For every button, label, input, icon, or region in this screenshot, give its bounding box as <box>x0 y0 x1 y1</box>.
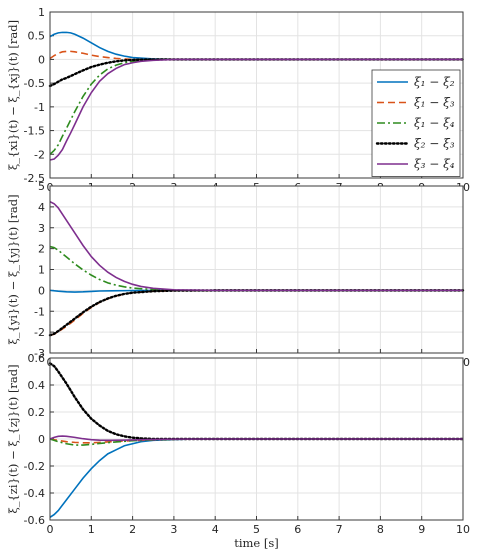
y-axis-label: ξ_{xi}(t) − ξ_{xj}(t) [rad] <box>6 20 20 170</box>
y-tick-label: 0.6 <box>28 352 46 365</box>
x-tick-label: 10 <box>456 523 470 536</box>
y-tick-label: 2 <box>38 243 45 256</box>
y-tick-label: -0.6 <box>24 514 45 527</box>
y-tick-label: 3 <box>38 222 45 235</box>
y-axis-label: ξ_{zi}(t) − ξ_{zj}(t) [rad] <box>6 364 20 513</box>
y-tick-label: 0 <box>38 53 45 66</box>
chart-panel-3: 0 1 2 3 4 5 6 7 8 9 10 0.6 0.4 0.2 0 -0.2 -0.4 -0.6 ξ_{zi}… <box>6 352 470 550</box>
x-tick-label: 8 <box>377 523 384 536</box>
x-tick-label: 6 <box>294 523 301 536</box>
series-line-5 <box>49 58 463 161</box>
y-tick-label: -2.5 <box>24 172 45 185</box>
y-tick-label: 5 <box>38 180 45 193</box>
y-tick-label: -0.5 <box>24 77 45 90</box>
y-axis-label: ξ_{yi}(t) − ξ_{yj}(t) [rad] <box>6 194 20 344</box>
x-tick-label: 3 <box>170 523 177 536</box>
x-tick-label: 1 <box>88 523 95 536</box>
y-tick-label: -0.2 <box>24 460 45 473</box>
y-tick-label: -2 <box>34 148 45 161</box>
y-tick-label: -3 <box>34 347 45 360</box>
legend-label-5: ξ₃ − ξ₄ <box>414 157 455 171</box>
legend-label-3: ξ₁ − ξ₄ <box>414 116 455 130</box>
y-tick-label: 0.5 <box>28 30 46 43</box>
y-tick-label: 4 <box>38 201 45 214</box>
y-tick-label: -0.4 <box>24 487 45 500</box>
series-line-5 <box>49 200 463 292</box>
y-tick-label: -2 <box>34 326 45 339</box>
legend-label-2: ξ₁ − ξ₃ <box>414 96 455 110</box>
chart-panel-1: 01234567891010.50-0.5-1-1.5-2-2.5ξ_{xi}(… <box>6 6 470 194</box>
y-tick-label: 0 <box>38 284 45 297</box>
x-tick-label: 5 <box>253 523 260 536</box>
axes-frame <box>49 357 464 521</box>
x-tick-label: 2 <box>129 523 136 536</box>
series-line-5 <box>49 435 463 442</box>
y-tick-label: 1 <box>38 264 45 277</box>
y-tick-label: -1 <box>34 101 45 114</box>
y-tick-label: 1 <box>38 6 45 19</box>
series-line-2 <box>49 50 463 61</box>
legend-label-4: ξ₂ − ξ₃ <box>414 137 455 151</box>
y-tick-label: -1.5 <box>24 125 45 138</box>
axes-frame <box>49 185 464 354</box>
x-tick-label: 4 <box>212 523 219 536</box>
y-tick-label: -1 <box>34 305 45 318</box>
x-tick-label: 7 <box>336 523 343 536</box>
axes-frame <box>49 11 464 179</box>
y-tick-label: 0 <box>38 433 45 446</box>
chart-panel-2: 012345678910543210-1-2-3ξ_{yi}(t) − ξ_{y… <box>6 180 470 369</box>
x-axis-label: time [s] <box>234 536 279 550</box>
y-tick-label: 0.2 <box>28 406 46 419</box>
series-line-3 <box>49 245 463 292</box>
y-tick-label: 0.4 <box>28 379 46 392</box>
legend-label-1: ξ₁ − ξ₂ <box>414 75 455 89</box>
legend: ξ₁ − ξ₂ ξ₁ − ξ₃ ξ₁ − ξ₄ ξ₂ − ξ₃ ξ₃ − ξ₄ <box>371 69 461 177</box>
x-tick-label: 0 <box>47 523 54 536</box>
legend-box <box>371 69 461 177</box>
x-tick-label: 9 <box>418 523 425 536</box>
